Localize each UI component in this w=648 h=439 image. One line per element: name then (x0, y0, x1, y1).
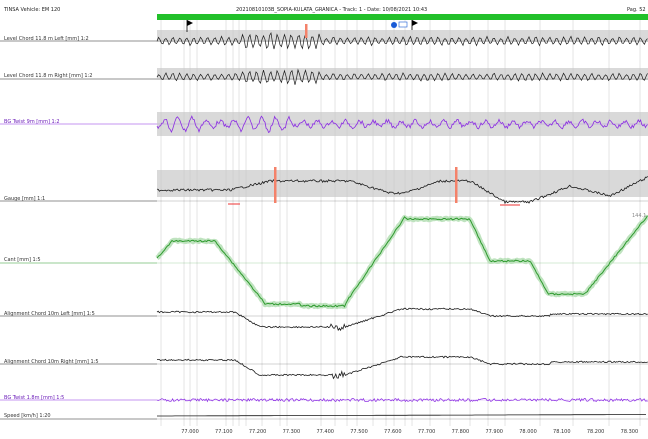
km-tick-label: 77.000 (181, 429, 199, 435)
file-info: 20210810103B_SOPIA-KULATA_GRANICA - Trac… (236, 7, 428, 13)
label-gauge: Gauge [mm] 1:1 (4, 196, 46, 202)
defect-marker (305, 24, 308, 38)
km-tick-label: 77.700 (417, 429, 436, 435)
label-align-right: Alignment Chord 10m Right [mm] 1:5 (4, 359, 99, 365)
km-tick-label: 77.300 (282, 429, 301, 435)
trace-twist-9m (156, 115, 648, 134)
label-cant: Cant [mm] 1:5 (4, 257, 41, 263)
km-tick-label: 78.100 (553, 429, 571, 435)
label-level-right: Level Chord 11.8 m Right [mm] 1:2 (4, 73, 93, 79)
channel-traces (155, 31, 648, 417)
label-twist-1-8m: BG Twist 1.8m [mm] 1:5 (4, 395, 65, 401)
trace-twist-1-8m (156, 397, 648, 403)
marker-icon[interactable] (391, 20, 418, 30)
vertical-grid (160, 20, 641, 426)
km-tick-label: 77.600 (384, 429, 402, 435)
defect-markers (228, 24, 520, 206)
km-tick-label: 78.000 (519, 429, 537, 435)
label-align-left: Alignment Chord 10m Left [mm] 1:5 (4, 311, 95, 317)
defect-marker (455, 167, 458, 203)
km-tick-label: 78.200 (586, 429, 605, 435)
defect-marker (274, 167, 277, 203)
km-tick-label: 77.400 (316, 429, 334, 435)
trace-align-left (156, 307, 648, 332)
trace-speed (157, 414, 646, 417)
page-number: Pag. 52 (627, 7, 646, 13)
trace-cant (156, 215, 648, 308)
km-tick-label: 78.300 (620, 429, 639, 435)
tolerance-band (157, 30, 648, 42)
label-level-left: Level Chord 11.8 m Left [mm] 1:2 (4, 36, 89, 42)
vehicle-title: TINSA Vehicle: EM 120 (4, 7, 61, 13)
label-twist-9m: BG Twist 9m [mm] 1:2 (4, 119, 60, 125)
flag-icon[interactable] (186, 20, 193, 32)
trace-align-right (156, 355, 648, 380)
trace-level-right (156, 68, 648, 85)
tolerance-bands (157, 30, 648, 197)
km-tick-label: 77.100 (215, 429, 233, 435)
km-tick-label: 77.500 (350, 429, 368, 435)
label-speed: Speed [km/h] 1:20 (4, 413, 51, 419)
km-tick-label: 77.200 (248, 429, 267, 435)
progress-bar (157, 14, 648, 20)
trace-level-left (156, 31, 648, 50)
km-tick-label: 77.900 (485, 429, 503, 435)
trace-gauge (156, 176, 648, 205)
cant-value-label: 144.1 (632, 213, 646, 219)
km-tick-label: 77.800 (451, 429, 470, 435)
